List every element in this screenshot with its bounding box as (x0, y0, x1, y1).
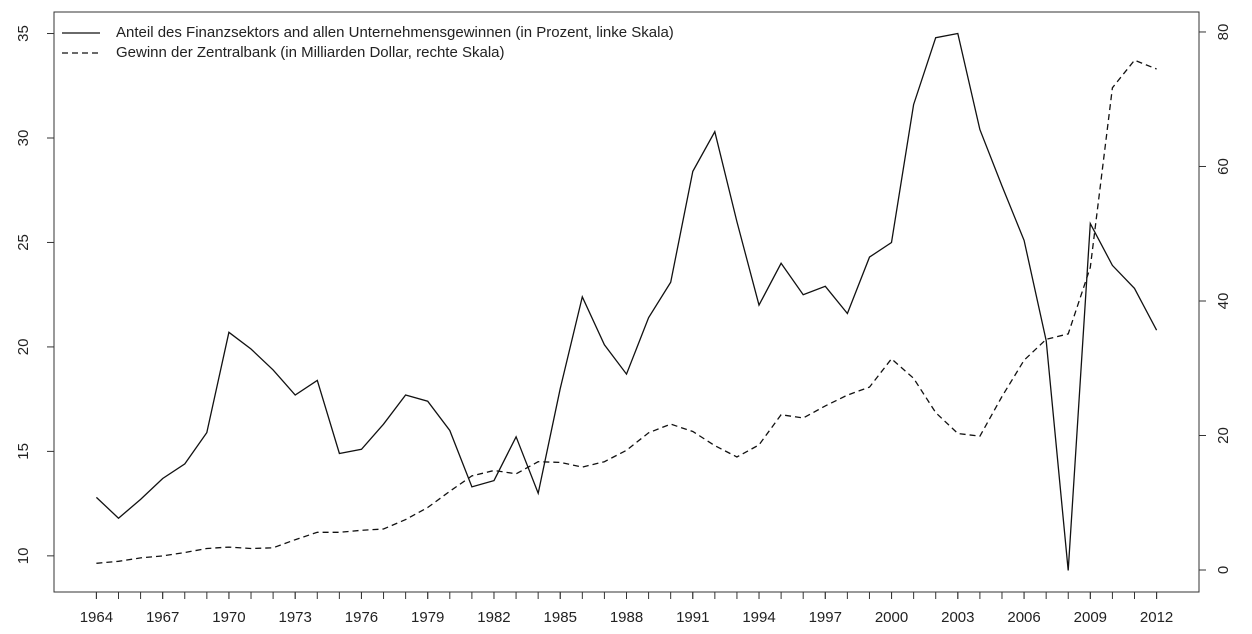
x-tick-label: 1994 (742, 609, 775, 626)
y-tick-label: 20 (15, 339, 32, 356)
x-tick-label: 1985 (544, 609, 577, 626)
y-tick-label: 30 (15, 130, 32, 147)
x-tick-label: 2012 (1140, 609, 1173, 626)
y-tick-label: 15 (15, 443, 32, 460)
x-tick-label: 1988 (610, 609, 643, 626)
y-tick-label: 35 (15, 25, 32, 42)
x-tick-label: 1982 (477, 609, 510, 626)
x-tick-label: 1964 (80, 609, 113, 626)
x-tick-label: 2006 (1007, 609, 1040, 626)
x-tick-label: 1976 (345, 609, 378, 626)
series-line (96, 59, 1157, 564)
x-tick-label: 1970 (212, 609, 245, 626)
y2-tick-label: 60 (1215, 158, 1232, 175)
y2-tick-label: 80 (1215, 24, 1232, 41)
x-tick-label: 1997 (809, 609, 842, 626)
series-line (95, 32, 1158, 571)
x-tick-label: 1967 (146, 609, 179, 626)
legend-label: Anteil des Finanzsektors and allen Unter… (116, 24, 674, 41)
legend-label: Gewinn der Zentralbank (in Milliarden Do… (116, 44, 505, 61)
x-tick-label: 2000 (875, 609, 908, 626)
y2-tick-label: 20 (1215, 427, 1232, 444)
x-tick-label: 1973 (279, 609, 312, 626)
y2-tick-label: 0 (1215, 566, 1232, 574)
x-tick-label: 2003 (941, 609, 974, 626)
y-tick-label: 10 (15, 548, 32, 565)
x-tick-label: 1979 (411, 609, 444, 626)
x-tick-label: 1991 (676, 609, 709, 626)
plot-frame (53, 11, 1200, 593)
y-tick-label: 25 (15, 234, 32, 251)
x-tick-label: 2009 (1074, 609, 1107, 626)
y2-tick-label: 40 (1215, 293, 1232, 310)
